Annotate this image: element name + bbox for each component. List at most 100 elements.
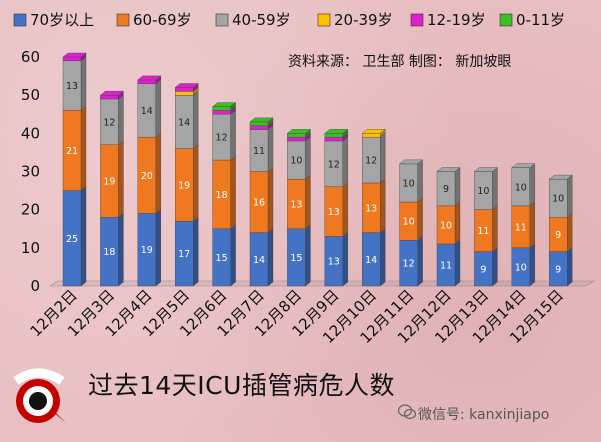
- segment-value-label: 11: [440, 261, 452, 272]
- segment-value-label: 10: [403, 178, 415, 189]
- bar-top: [212, 102, 237, 107]
- segment-value-label: 10: [515, 182, 527, 193]
- legend: 70岁以上 60-69岁 40-59岁 20-39岁 12-19岁 0-11岁: [13, 11, 565, 29]
- legend-label: 40-59岁: [232, 11, 291, 29]
- legend-swatch: [215, 13, 229, 27]
- bar-side: [342, 136, 348, 188]
- bar-side: [267, 125, 274, 172]
- bar-side: [529, 243, 535, 287]
- bar-top: [286, 129, 311, 134]
- bar-side: [529, 163, 535, 207]
- bar-side: [192, 216, 199, 287]
- segment-value-label: 12: [403, 259, 415, 270]
- legend-label: 60-69岁: [133, 11, 192, 29]
- legend-swatch: [410, 13, 424, 27]
- segment-value-label: 10: [552, 194, 564, 205]
- segment-value-label: 9: [480, 264, 486, 275]
- segment-value-label: 9: [555, 230, 561, 241]
- bar-side: [305, 174, 311, 230]
- bar-side: [192, 90, 199, 150]
- segment-value-label: 9: [555, 264, 561, 275]
- bar-segment: [212, 110, 231, 115]
- segment-value-label: 14: [253, 255, 265, 266]
- bar-segment: [249, 121, 269, 126]
- segment-value-label: 13: [328, 207, 340, 218]
- watermark: 微信号: kanxinjiapo: [418, 407, 550, 423]
- bar-side: [80, 186, 87, 287]
- bar-side: [567, 174, 573, 218]
- segment-value-label: 11: [477, 226, 489, 237]
- y-tick-label: 10: [21, 239, 40, 257]
- segment-value-label: 10: [290, 156, 302, 167]
- bar-side: [230, 109, 236, 161]
- bar-side: [454, 201, 461, 245]
- segment-value-label: 11: [253, 146, 265, 157]
- segment-value-label: 13: [365, 203, 377, 214]
- bar-side: [380, 178, 386, 233]
- bar-segment: [137, 79, 157, 84]
- segment-value-label: 14: [365, 255, 377, 266]
- logo: [8, 365, 74, 431]
- bar-side: [567, 212, 573, 253]
- segment-value-label: 13: [328, 257, 340, 268]
- bar-segment: [174, 87, 194, 92]
- segment-value-label: 25: [66, 234, 78, 245]
- bar-side: [567, 247, 573, 287]
- bar-side: [492, 167, 498, 211]
- bar-top: [137, 75, 162, 81]
- bar-side: [230, 224, 236, 287]
- bar-side: [454, 239, 461, 287]
- bar-side: [380, 132, 386, 184]
- bar-side: [80, 106, 87, 191]
- bar-side: [155, 209, 162, 287]
- bar-segment: [100, 94, 119, 100]
- segment-value-label: 12: [216, 133, 228, 144]
- bar-side: [80, 56, 87, 111]
- legend-swatch: [317, 13, 331, 27]
- segment-value-label: 14: [141, 106, 153, 117]
- bar-side: [342, 231, 348, 287]
- bar-top: [249, 117, 274, 123]
- bar-side: [118, 140, 124, 218]
- y-tick-label: 40: [21, 124, 40, 142]
- segment-value-label: 17: [178, 249, 190, 260]
- y-tick-label: 20: [21, 201, 40, 219]
- bar-side: [155, 132, 162, 214]
- segment-value-label: 13: [66, 81, 78, 92]
- bar-top: [62, 52, 87, 58]
- bar-side: [305, 224, 311, 287]
- y-tick-label: 0: [30, 277, 40, 295]
- bar-side: [230, 155, 236, 230]
- segment-value-label: 19: [141, 245, 153, 256]
- legend-swatch: [13, 13, 27, 27]
- bar-top: [324, 129, 349, 134]
- bar-side: [529, 201, 535, 249]
- bar-side: [118, 212, 124, 287]
- segment-value-label: 19: [178, 180, 190, 191]
- bar-segment: [174, 91, 194, 96]
- legend-label: 0-11岁: [516, 11, 565, 29]
- source-note: 资料来源： 卫生部 制图： 新加坡眼: [288, 54, 511, 70]
- bar-segment: [249, 125, 269, 130]
- bar-top: [436, 167, 461, 172]
- bar-segment: [287, 136, 306, 142]
- y-tick-label: 60: [21, 48, 40, 66]
- bar-top: [548, 174, 573, 180]
- legend-label: 70岁以上: [30, 11, 94, 29]
- segment-value-label: 19: [103, 177, 115, 188]
- segment-value-label: 20: [141, 171, 153, 182]
- bar-side: [454, 167, 461, 207]
- legend-label: 12-19岁: [427, 11, 486, 29]
- segment-value-label: 15: [290, 253, 302, 264]
- segment-value-label: 12: [328, 159, 340, 170]
- bar-side: [380, 228, 386, 287]
- segment-value-label: 9: [443, 184, 449, 195]
- y-tick-label: 50: [21, 86, 40, 104]
- bar-segment: [324, 136, 343, 142]
- bar-top: [511, 163, 536, 168]
- segment-value-label: 10: [403, 217, 415, 228]
- legend-label: 20-39岁: [334, 11, 393, 29]
- bars: 25 21 13 18 19 12 19 20 14 17 19 14 15 18 12 14 16 11 15 13…: [62, 52, 573, 287]
- y-tick-label: 30: [21, 163, 40, 181]
